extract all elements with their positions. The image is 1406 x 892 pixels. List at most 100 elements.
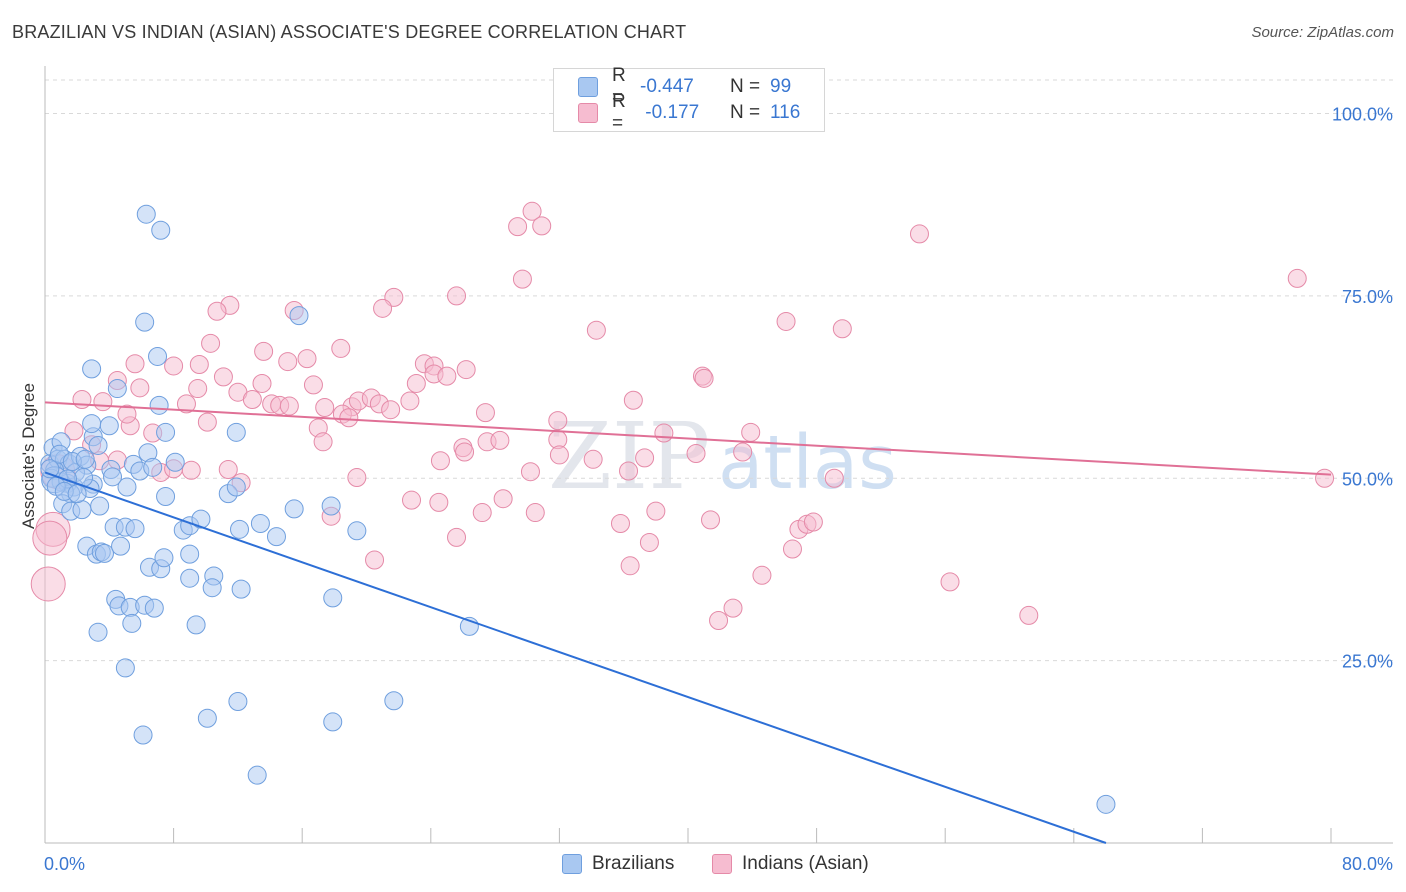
indian-point (188, 379, 208, 399)
legend-r-label: R = (612, 91, 626, 134)
indian-point (455, 442, 475, 462)
legend-n-label: N = (730, 76, 761, 97)
watermark-zip: ZIP (548, 403, 710, 510)
brazilian-point (94, 543, 114, 563)
indian-point (130, 378, 150, 398)
brazilian-point (133, 725, 153, 745)
x-tick-label: 80.0% (1342, 854, 1393, 874)
x-tick-label: 0.0% (44, 854, 85, 874)
indian-point (1315, 468, 1335, 488)
indian-point (909, 224, 929, 244)
indian-point (686, 443, 706, 463)
brazilian-point (125, 519, 145, 539)
brazilian-point (323, 712, 343, 732)
bottom-legend-brazilians: Brazilians (562, 852, 674, 876)
brazilian-point (72, 500, 92, 520)
brazilian-point (90, 496, 110, 516)
y-tick-label: 50.0% (1342, 469, 1393, 489)
indian-point (201, 333, 221, 353)
indian-point (776, 311, 796, 331)
legend-r-value: -0.447 (640, 76, 694, 97)
indian-point (623, 390, 643, 410)
legend-swatch-blue (578, 77, 598, 97)
brazilian-point (103, 467, 123, 487)
legend-n-value: 99 (770, 76, 792, 97)
indian-point (373, 298, 393, 318)
indian-point (252, 373, 272, 393)
indian-point (1287, 268, 1307, 288)
brazilian-point (226, 477, 246, 497)
chart-title: BRAZILIAN VS INDIAN (ASIAN) ASSOCIATE'S … (12, 22, 687, 42)
brazilian-point (88, 622, 108, 642)
indian-point (940, 572, 960, 592)
brazilian-point (156, 487, 176, 507)
brazilian-point (191, 509, 211, 529)
brazilian-point (75, 449, 95, 469)
brazilian-point (347, 521, 367, 541)
brazilian-point (149, 395, 169, 415)
indian-point (493, 489, 513, 509)
brazilian-point (143, 457, 163, 477)
brazilian-point (111, 536, 131, 556)
indian-point (733, 442, 753, 462)
indian-point (752, 565, 772, 585)
axes (44, 66, 1393, 844)
brazilians-trend-line (44, 471, 1107, 844)
brazilian-point (156, 422, 176, 442)
brazilian-point (266, 527, 286, 547)
brazilian-point (122, 613, 142, 633)
indian-point (701, 510, 721, 530)
legend-n-value: 116 (770, 102, 801, 123)
brazilian-point (148, 346, 168, 366)
indian-point (472, 503, 492, 523)
indian-point (437, 366, 457, 386)
indian-point (313, 432, 333, 452)
brazilian-point (231, 579, 251, 599)
indian-point (512, 269, 532, 289)
indian-point (279, 396, 299, 416)
indian-point (181, 460, 201, 480)
indian-point (723, 598, 743, 618)
indian-point (832, 319, 852, 339)
indian-point (549, 445, 569, 465)
indian-point (197, 412, 217, 432)
indian-point (548, 411, 568, 431)
brazilian-point (384, 691, 404, 711)
bottom-legend-label: Brazilians (592, 853, 675, 874)
brazilian-point (154, 548, 174, 568)
indian-point (365, 550, 385, 570)
y-tick-label: 25.0% (1342, 652, 1393, 672)
indian-point (635, 448, 655, 468)
legend-row-indians: R = -0.177 N = 116 (578, 91, 801, 134)
brazilian-point (321, 496, 341, 516)
indian-point (429, 492, 449, 512)
indian-point (1019, 605, 1039, 625)
y-tick-label: 75.0% (1342, 287, 1393, 307)
indian-point (532, 216, 552, 236)
brazilian-point (82, 359, 102, 379)
y-tick-labels: 100.0% 75.0% 50.0% 25.0% (1332, 105, 1393, 672)
indian-point (213, 367, 233, 387)
brazilian-point (136, 204, 156, 224)
brazilian-point (99, 416, 119, 436)
indian-point (64, 421, 84, 441)
brazilian-point (165, 452, 185, 472)
indian-point (639, 532, 659, 552)
brazilian-point (151, 220, 171, 240)
brazilian-point (228, 691, 248, 711)
indian-point (381, 400, 401, 420)
indian-point (475, 403, 495, 423)
indian-point (490, 430, 510, 450)
x-tick-labels: 0.0% 80.0% (44, 854, 1393, 874)
y-axis-label: Associate's Degree (19, 383, 38, 529)
brazilian-point (115, 658, 135, 678)
legend-swatch-pink (578, 103, 598, 123)
brazilian-point (144, 598, 164, 618)
indian-point (176, 394, 196, 414)
brazilian-point (226, 422, 246, 442)
brazilian-point (247, 765, 267, 785)
indian-point (803, 512, 823, 532)
indian-point (189, 354, 209, 374)
brazilians-points (40, 204, 1116, 814)
